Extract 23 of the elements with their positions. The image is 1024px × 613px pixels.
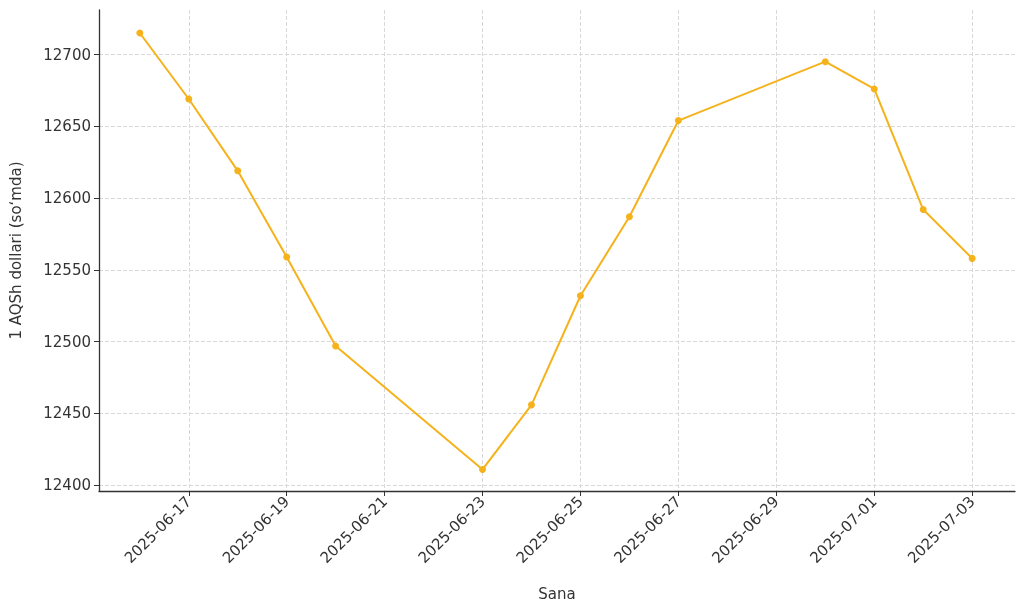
y-tick-label: 12500 xyxy=(43,332,91,351)
y-tick-label: 12600 xyxy=(43,189,91,208)
point xyxy=(136,29,144,37)
point xyxy=(332,342,340,350)
point xyxy=(674,117,682,125)
point xyxy=(234,167,242,175)
y-tick-label: 12650 xyxy=(43,117,91,136)
y-axis-title: 1 AQSh dollari (soʻmda) xyxy=(6,161,25,340)
y-tick-label: 12550 xyxy=(43,260,91,279)
y-tick-label: 12450 xyxy=(43,404,91,423)
y-tick-label: 12400 xyxy=(43,476,91,495)
point xyxy=(283,253,291,261)
point xyxy=(479,465,487,473)
point xyxy=(968,254,976,262)
point xyxy=(576,292,584,300)
point xyxy=(528,401,535,409)
point xyxy=(185,95,193,103)
x-axis-title: Sana xyxy=(538,584,576,603)
point xyxy=(919,206,927,214)
point xyxy=(870,85,878,93)
point xyxy=(821,58,829,66)
point xyxy=(625,213,633,221)
y-tick-label: 12700 xyxy=(43,45,91,64)
